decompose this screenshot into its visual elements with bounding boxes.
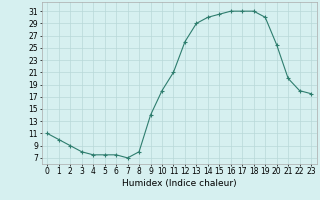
X-axis label: Humidex (Indice chaleur): Humidex (Indice chaleur) bbox=[122, 179, 236, 188]
